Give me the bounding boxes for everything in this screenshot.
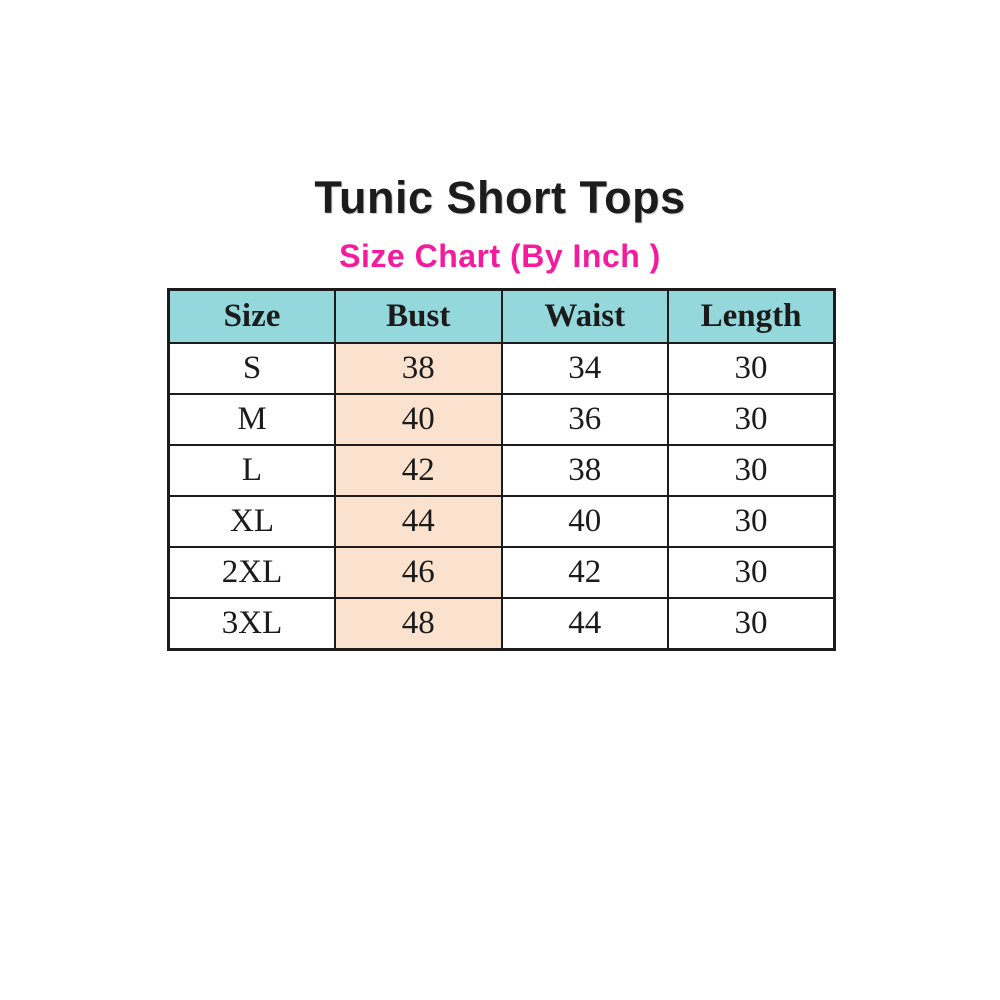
table-cell: M	[167, 393, 336, 446]
table-cell: 34	[500, 342, 669, 395]
page-title: Tunic Short Tops	[314, 172, 686, 223]
size-chart-subtitle: Size Chart (By Inch )	[339, 238, 661, 274]
table-cell: 44	[500, 597, 669, 651]
table-cell: 30	[667, 546, 836, 599]
header-cell-waist: Waist	[500, 288, 669, 344]
table-cell: 46	[334, 546, 503, 599]
table-cell: 3XL	[167, 597, 336, 651]
table-row: S 38 34 30	[167, 342, 836, 395]
table-cell: 30	[667, 597, 836, 651]
table-cell: 2XL	[167, 546, 336, 599]
table-cell: 42	[334, 444, 503, 497]
header-cell-length: Length	[667, 288, 836, 344]
table-row: 2XL 46 42 30	[167, 546, 836, 599]
table-cell: 40	[334, 393, 503, 446]
table-cell: 36	[500, 393, 669, 446]
table-cell: 48	[334, 597, 503, 651]
table-cell: 40	[500, 495, 669, 548]
size-chart-table: Size Bust Waist Length S 38 34 30 M 40 3…	[167, 288, 836, 651]
table-cell: 38	[500, 444, 669, 497]
table-cell: L	[167, 444, 336, 497]
table-cell: XL	[167, 495, 336, 548]
header-cell-size: Size	[167, 288, 336, 344]
table-cell: 30	[667, 342, 836, 395]
table-cell: 30	[667, 444, 836, 497]
table-cell: 38	[334, 342, 503, 395]
table-cell: 30	[667, 393, 836, 446]
table-cell: 42	[500, 546, 669, 599]
header-cell-bust: Bust	[334, 288, 503, 344]
table-cell: 44	[334, 495, 503, 548]
table-cell: S	[167, 342, 336, 395]
table-row: L 42 38 30	[167, 444, 836, 497]
table-cell: 30	[667, 495, 836, 548]
table-header-row: Size Bust Waist Length	[167, 288, 836, 344]
table-row: XL 44 40 30	[167, 495, 836, 548]
table-row: M 40 36 30	[167, 393, 836, 446]
table-row: 3XL 48 44 30	[167, 597, 836, 651]
